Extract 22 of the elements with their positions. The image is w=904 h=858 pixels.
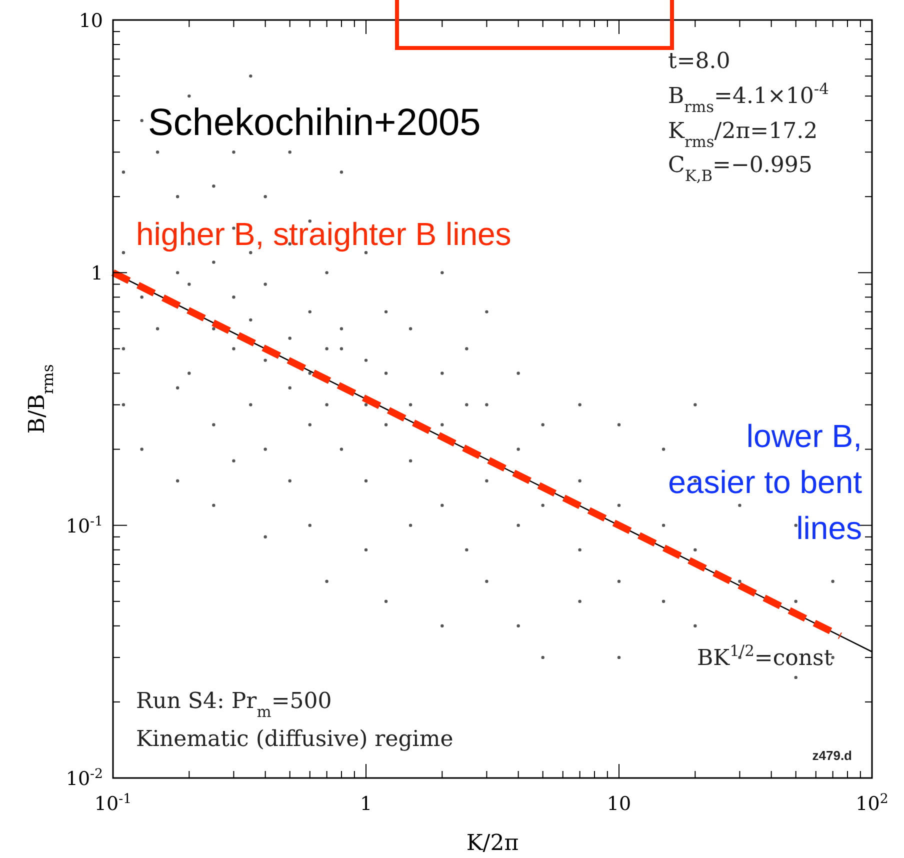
- annotation: easier to bent: [668, 464, 862, 500]
- y-tick-label: 10$^{-2}$: [66, 766, 103, 790]
- annotation: lower B,: [746, 418, 862, 454]
- y-tick-label: 1: [90, 262, 103, 285]
- y-tick-label: 10: [78, 10, 103, 32]
- y-tick-label: 10$^{-1}$: [66, 514, 103, 538]
- annotation: z479.d: [812, 748, 852, 763]
- x-axis-title: K/2π: [466, 831, 519, 856]
- x-tick-label: 1: [360, 793, 372, 815]
- x-tick-label: 10$^{2}$: [856, 792, 888, 815]
- annotation: Schekochihin+2005: [148, 102, 481, 144]
- annotation: K$_{rms}$/2π=17.2: [668, 119, 818, 151]
- x-tick-label: 10$^{-1}$: [94, 792, 132, 815]
- x-tick-label: 10: [606, 793, 632, 815]
- annotation: higher B, straighter B lines: [136, 216, 512, 252]
- annotation: Kinematic (diffusive) regime: [136, 727, 454, 752]
- annotation: lines: [796, 510, 862, 546]
- annotation: C$_{K,B}$=−0.995: [668, 153, 812, 185]
- annotation: B$_{rms}$=4.1×10$^{-4}$: [668, 80, 830, 116]
- annotation: Run S4: Pr$_{m}$=500: [136, 689, 332, 721]
- annotation: t=8.0: [668, 49, 730, 74]
- annotation: BK$^{1/2}$=const: [697, 642, 833, 671]
